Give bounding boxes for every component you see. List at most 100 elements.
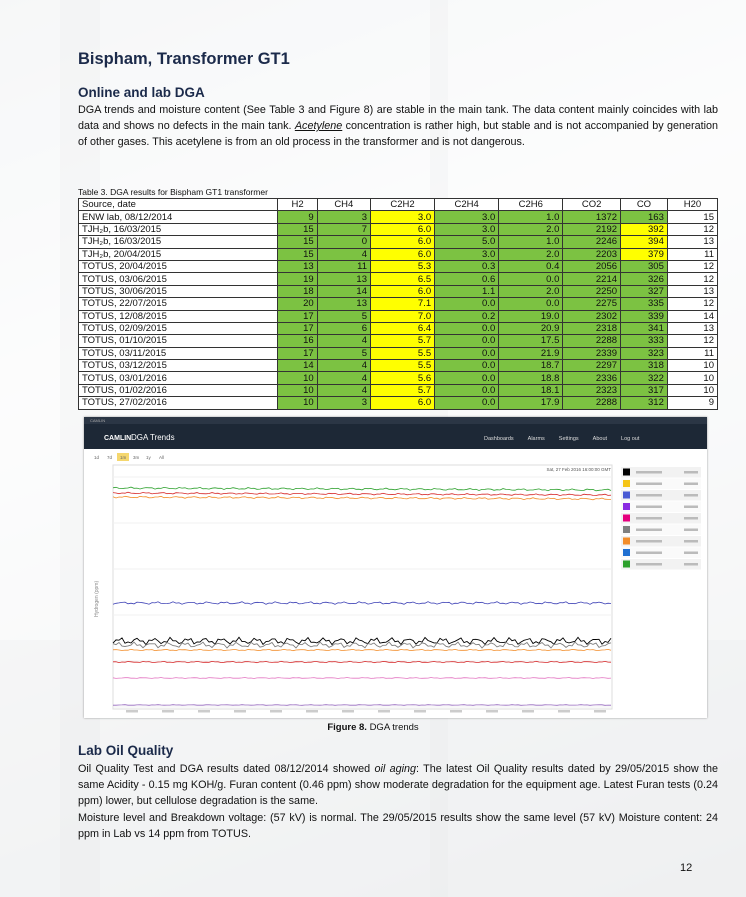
table-cell: 3 <box>317 397 370 409</box>
table-row: TOTUS, 03/06/201519136.50.60.0221432612 <box>79 273 718 285</box>
legend-swatch <box>623 561 630 568</box>
table-cell: 10 <box>667 372 717 384</box>
table-cell: 322 <box>621 372 668 384</box>
table-cell: 12 <box>667 223 717 235</box>
table-cell: 0.0 <box>435 298 499 310</box>
table-cell: 3 <box>317 211 370 223</box>
table-cell: 5.7 <box>370 335 434 347</box>
table-cell: TOTUS, 12/08/2015 <box>79 310 278 322</box>
legend-text <box>636 506 662 509</box>
table-cell: 13 <box>667 322 717 334</box>
table-cell: 0.6 <box>435 273 499 285</box>
table-cell: 0 <box>317 236 370 248</box>
figure-caption: Figure 8. DGA trends <box>0 722 746 733</box>
table-cell: 13 <box>667 236 717 248</box>
legend-text <box>636 529 662 532</box>
legend-value <box>684 494 698 497</box>
x-tick-stub <box>162 710 174 713</box>
table-cell: 12 <box>667 335 717 347</box>
header-cell: Source, date <box>79 199 278 211</box>
table-cell: 333 <box>621 335 668 347</box>
table-cell: 18 <box>278 285 317 297</box>
legend-value <box>684 540 698 543</box>
table-cell: 2297 <box>563 360 621 372</box>
table-cell: 2275 <box>563 298 621 310</box>
table-cell: 13 <box>317 298 370 310</box>
table-cell: 14 <box>278 360 317 372</box>
paragraph: Moisture level and Breakdown voltage: (5… <box>78 810 718 842</box>
table-cell: 17 <box>278 310 317 322</box>
table-cell: 15 <box>278 236 317 248</box>
table-cell: 2288 <box>563 335 621 347</box>
table-cell: 0.0 <box>435 322 499 334</box>
table-cell: 0.0 <box>435 372 499 384</box>
table-cell: 10 <box>278 372 317 384</box>
header-cell: H20 <box>667 199 717 211</box>
menu-item: Settings <box>559 436 579 442</box>
table-cell: 2246 <box>563 236 621 248</box>
table-cell: 394 <box>621 236 668 248</box>
table-cell: 16 <box>278 335 317 347</box>
table-cell: 15 <box>278 223 317 235</box>
table-row: TOTUS, 03/01/20161045.60.018.8233632210 <box>79 372 718 384</box>
table-cell: TJH₂b, 16/03/2015 <box>79 236 278 248</box>
table-cell: 18.8 <box>499 372 563 384</box>
table-cell: TOTUS, 03/06/2015 <box>79 273 278 285</box>
table-cell: 6 <box>317 322 370 334</box>
table-cell: 10 <box>278 384 317 396</box>
table-cell: 0.3 <box>435 260 499 272</box>
table-cell: 17.9 <box>499 397 563 409</box>
trace <box>113 705 611 706</box>
app-bar <box>84 424 707 449</box>
table-cell: 13 <box>317 273 370 285</box>
table-row: TJH₂b, 16/03/20151506.05.01.0224639413 <box>79 236 718 248</box>
table-row: ENW lab, 08/12/2014933.03.01.0137216315 <box>79 211 718 223</box>
table-cell: 379 <box>621 248 668 260</box>
table-cell: TOTUS, 03/01/2016 <box>79 372 278 384</box>
table-cell: 11 <box>667 347 717 359</box>
table-cell: 12 <box>667 298 717 310</box>
table-cell: 0.0 <box>499 298 563 310</box>
table-cell: 6.0 <box>370 285 434 297</box>
table-cell: 0.0 <box>435 347 499 359</box>
table-row: TOTUS, 03/11/20151755.50.021.9233932311 <box>79 347 718 359</box>
table-cell: TOTUS, 22/07/2015 <box>79 298 278 310</box>
table-cell: 335 <box>621 298 668 310</box>
table-cell: 21.9 <box>499 347 563 359</box>
caption-text: DGA trends <box>370 722 419 733</box>
x-tick-stub <box>306 710 318 713</box>
table-cell: 5.6 <box>370 372 434 384</box>
table-cell: 3.0 <box>435 211 499 223</box>
table-row: TOTUS, 27/02/20161036.00.017.922883129 <box>79 397 718 409</box>
legend-value <box>684 529 698 532</box>
table-cell: 13 <box>667 285 717 297</box>
table-cell: 5.5 <box>370 360 434 372</box>
table-cell: 6.0 <box>370 223 434 235</box>
y-axis-label: Hydrogen (ppm) <box>94 581 100 617</box>
legend-value <box>684 471 698 474</box>
section-heading: Online and lab DGA <box>78 85 205 100</box>
table-cell: TOTUS, 01/02/2016 <box>79 384 278 396</box>
table-cell: 14 <box>667 310 717 322</box>
dga-trends-screenshot: CAMLINDGA TrendsCAMLINDashboardsAlarmsSe… <box>84 417 707 718</box>
menu-item: Alarms <box>528 436 545 442</box>
legend-swatch <box>623 526 630 533</box>
table-cell: 0.0 <box>435 335 499 347</box>
table-cell: 3.0 <box>435 248 499 260</box>
table-row: TOTUS, 12/08/20151757.00.219.0230233914 <box>79 310 718 322</box>
header-cell: CO2 <box>563 199 621 211</box>
table-cell: 5 <box>317 347 370 359</box>
table-cell: 19.0 <box>499 310 563 322</box>
table-cell: 7 <box>317 223 370 235</box>
table-cell: 17.5 <box>499 335 563 347</box>
header-row: Source, dateH2CH4C2H2C2H4C2H6CO2COH20 <box>79 199 718 211</box>
table-cell: 6.0 <box>370 248 434 260</box>
table-cell: 0.4 <box>499 260 563 272</box>
table-cell: 10 <box>667 360 717 372</box>
legend-text <box>636 540 662 543</box>
page-number: 12 <box>680 862 692 874</box>
table-cell: 4 <box>317 360 370 372</box>
